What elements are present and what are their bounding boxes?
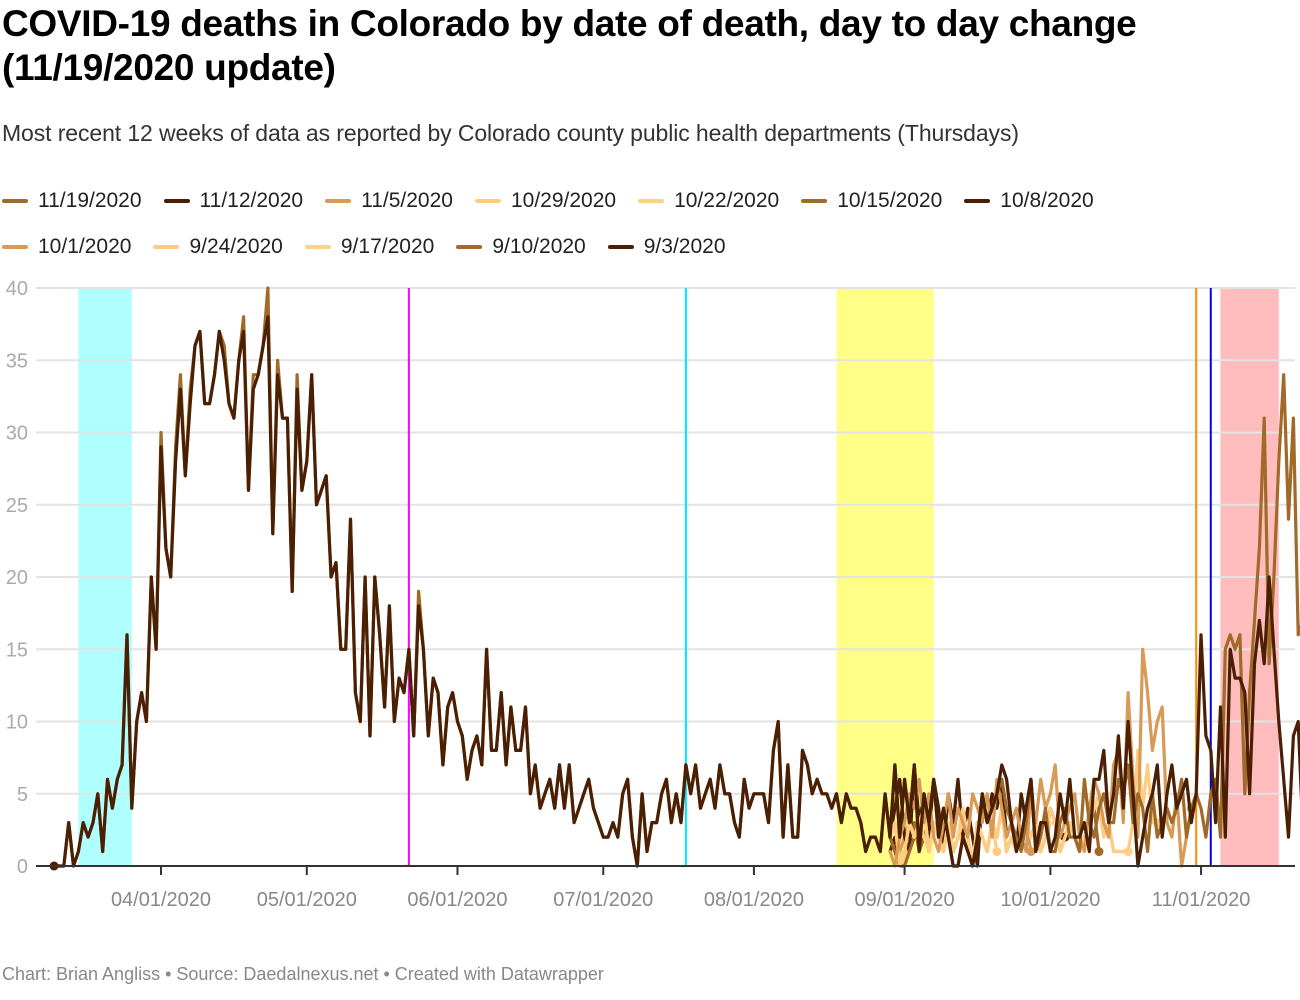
chart-subtitle: Most recent 12 weeks of data as reported… <box>2 120 1019 146</box>
legend-swatch <box>456 245 483 249</box>
legend-label: 9/17/2020 <box>340 235 435 258</box>
legend-item[interactable]: 9/24/2020 <box>153 235 283 259</box>
legend-label: 10/15/2020 <box>837 189 943 212</box>
legend-item[interactable]: 10/22/2020 <box>638 189 779 213</box>
x-tick-label: 05/01/2020 <box>257 889 357 911</box>
series-line-11-5-2020 <box>888 647 1193 868</box>
legend-label: 11/12/2020 <box>199 189 304 212</box>
legend-item[interactable]: 9/10/2020 <box>456 235 586 259</box>
legend-swatch <box>2 199 28 203</box>
series-endpoint <box>1026 847 1036 857</box>
x-tick-label: 11/01/2020 <box>1152 889 1251 911</box>
legend-swatch <box>2 245 28 249</box>
legend-item[interactable]: 10/1/2020 <box>2 235 131 259</box>
legend-label: 10/8/2020 <box>1000 189 1094 212</box>
series-endpoint <box>1094 847 1104 857</box>
legend-swatch <box>153 245 180 249</box>
y-tick-label: 30 <box>6 423 28 445</box>
legend-item[interactable]: 11/12/2020 <box>163 189 304 213</box>
legend-row: 10/1/2020 9/24/2020 9/17/2020 9/10/2020 … <box>2 224 1298 270</box>
x-tick-label: 10/01/2020 <box>1000 889 1100 911</box>
legend-label: 10/22/2020 <box>674 189 780 212</box>
legend-swatch <box>638 199 665 203</box>
legend-row: 11/19/2020 11/12/2020 11/5/2020 10/29/20… <box>2 178 1298 224</box>
legend-label: 9/3/2020 <box>643 235 726 258</box>
chart-credits: Chart: Brian Angliss • Source: Daedalnex… <box>2 964 604 984</box>
y-tick-label: 35 <box>6 350 28 372</box>
x-tick-label: 04/01/2020 <box>111 889 211 911</box>
legend-label: 11/19/2020 <box>38 189 142 212</box>
legend-swatch <box>304 245 331 249</box>
legend-swatch <box>163 199 190 203</box>
legend-item[interactable]: 10/15/2020 <box>801 189 942 213</box>
legend-label: 10/29/2020 <box>510 189 617 212</box>
legend-swatch <box>964 199 991 203</box>
series-endpoint <box>992 847 1002 857</box>
x-tick-label: 08/01/2020 <box>704 889 804 911</box>
legend: 11/19/2020 11/12/2020 11/5/2020 10/29/20… <box>2 178 1298 270</box>
legend-swatch <box>325 199 352 203</box>
legend-swatch <box>607 245 634 249</box>
y-tick-label: 15 <box>6 639 28 661</box>
y-tick-label: 25 <box>6 495 28 517</box>
y-tick-label: 40 <box>6 278 28 300</box>
x-tick-label: 09/01/2020 <box>855 889 955 911</box>
chart-title: COVID-19 deaths in Colorado by date of d… <box>2 3 1137 88</box>
legend-item[interactable]: 10/8/2020 <box>964 189 1094 213</box>
y-tick-label: 0 <box>17 856 28 878</box>
x-tick-label: 06/01/2020 <box>407 889 507 911</box>
y-tick-label: 20 <box>6 567 28 589</box>
y-tick-label: 5 <box>17 784 28 806</box>
y-tick-label: 10 <box>6 712 28 734</box>
legend-swatch <box>801 199 828 203</box>
legend-label: 11/5/2020 <box>361 189 453 212</box>
legend-item[interactable]: 9/17/2020 <box>304 235 435 259</box>
x-tick-label: 07/01/2020 <box>553 889 653 911</box>
series-lines <box>49 286 1300 871</box>
legend-swatch <box>474 199 501 203</box>
legend-item[interactable]: 11/5/2020 <box>325 189 453 213</box>
legend-label: 10/1/2020 <box>38 235 132 258</box>
legend-item[interactable]: 10/29/2020 <box>474 189 617 213</box>
x-axis: 04/01/2020 05/01/2020 06/01/2020 07/01/2020… <box>36 865 1295 911</box>
legend-item[interactable]: 11/19/2020 <box>2 189 142 213</box>
line-chart: 0 5 10 15 20 25 30 35 40 04/01/2020 05/01/2020 06/… <box>6 278 1300 911</box>
y-axis: 0 5 10 15 20 25 30 35 40 <box>6 278 28 878</box>
series-line-11-12-2020 <box>52 315 1300 868</box>
legend-item[interactable]: 9/3/2020 <box>607 235 726 259</box>
legend-label: 9/10/2020 <box>492 235 586 258</box>
legend-label: 9/24/2020 <box>189 235 283 258</box>
